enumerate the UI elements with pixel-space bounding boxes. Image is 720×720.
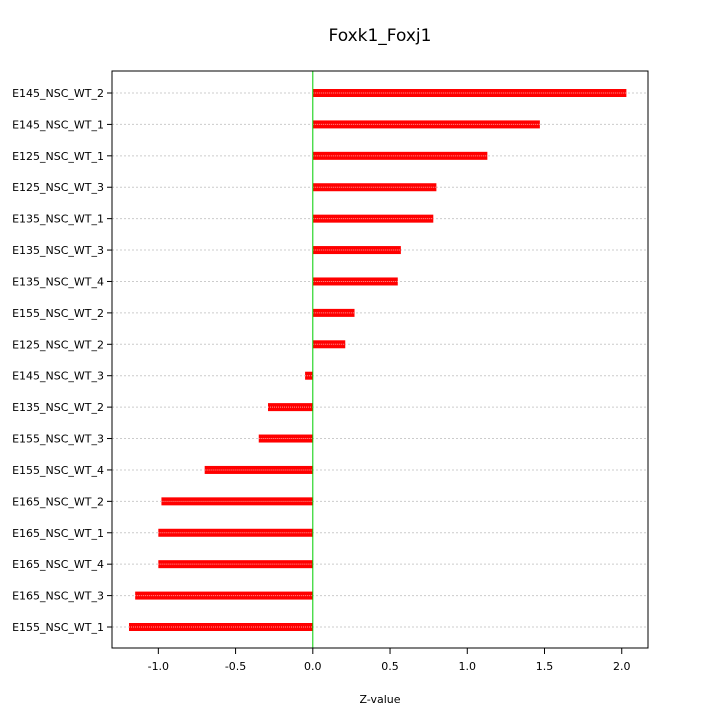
plot-frame [111, 70, 649, 649]
x-tick-label: -1.0 [148, 660, 169, 673]
bar [305, 371, 313, 380]
bars [128, 89, 627, 631]
bar [312, 183, 437, 192]
y-tick-label: E155_NSC_WT_4 [12, 464, 104, 477]
x-tick-label: 0.5 [381, 660, 399, 673]
y-tick-label: E145_NSC_WT_2 [12, 87, 104, 100]
y-tick-label: E165_NSC_WT_4 [12, 558, 104, 571]
y-axis: E145_NSC_WT_2 E145_NSC_WT_1 E125_NSC_WT_1 E… [12, 87, 112, 634]
bar [312, 151, 488, 160]
y-tick-label: E155_NSC_WT_1 [12, 621, 104, 634]
y-tick-label: E125_NSC_WT_1 [12, 150, 104, 163]
bar [158, 560, 313, 569]
bar [128, 623, 313, 631]
bar [258, 434, 313, 443]
y-tick-label: E135_NSC_WT_3 [12, 244, 104, 257]
y-tick-label: E135_NSC_WT_2 [12, 401, 104, 414]
x-tick-label: -0.5 [225, 660, 246, 673]
y-tick-label: E165_NSC_WT_2 [12, 495, 104, 508]
y-tick-label: E125_NSC_WT_2 [12, 338, 104, 351]
bar [161, 497, 313, 506]
y-tick-label: E135_NSC_WT_4 [12, 275, 104, 288]
x-tick-label: 1.0 [459, 660, 477, 673]
x-tick-label: 1.5 [536, 660, 554, 673]
bar [158, 528, 313, 537]
y-tick-label: E155_NSC_WT_2 [12, 307, 104, 320]
grid-lines [112, 92, 648, 628]
y-tick-label: E165_NSC_WT_1 [12, 527, 104, 540]
y-tick-label: E145_NSC_WT_3 [12, 370, 104, 383]
y-tick-label: E135_NSC_WT_1 [12, 213, 104, 226]
chart-title: Foxk1_Foxj1 [329, 26, 432, 46]
y-tick-label: E145_NSC_WT_1 [12, 118, 104, 131]
y-tick-label: E125_NSC_WT_3 [12, 181, 104, 194]
bar [312, 120, 540, 129]
x-axis: -1.0 -0.5 0.0 0.5 1.0 1.5 2.0 [148, 648, 631, 673]
y-tick-label: E165_NSC_WT_3 [12, 590, 104, 603]
y-tick-label: E155_NSC_WT_3 [12, 433, 104, 446]
x-axis-label: Z-value [359, 693, 400, 706]
x-tick-label: 2.0 [613, 660, 631, 673]
x-tick-label: 0.0 [304, 660, 322, 673]
